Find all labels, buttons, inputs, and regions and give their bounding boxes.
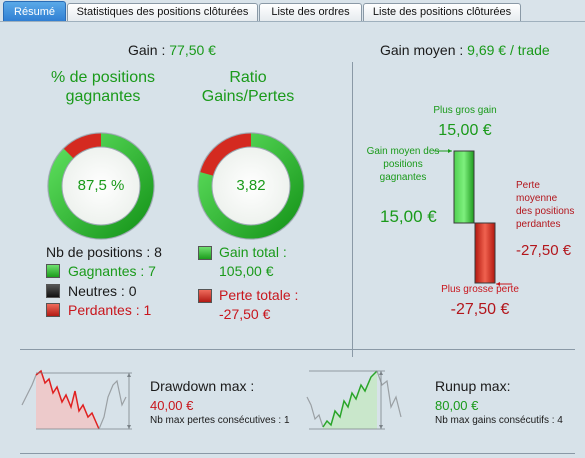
winners-legend-swatch [46,264,60,278]
max-gain-label: Plus gros gain [433,105,497,116]
runup-line [322,370,378,428]
max-gain-value: 15,00 € [438,122,492,139]
drawdown-sparkline [21,369,132,430]
average-gain-summary: Gain moyen : 9,69 € / trade [380,42,550,58]
gain-value: 77,50 € [169,42,216,58]
avg-win-value: 15,00 € [380,207,437,226]
gain-bar [453,150,475,224]
neutral-legend-swatch [46,284,60,298]
win-percentage-value: 87,5 % [77,177,125,194]
tab-closed-position-stats[interactable]: Statistiques des positions clôturées [67,3,258,21]
ratio-title: Ratio Gains/Pertes [201,69,295,105]
max-loss-label: Plus grosse perte [441,284,519,295]
loss-bar [474,222,496,284]
tab-bar: Résumé Statistiques des positions clôtur… [0,0,585,22]
gain-label: Gain : [128,42,170,58]
drawdown-consecutive-losses: Nb max pertes consécutives : 1 [150,415,290,426]
avg-win-label: Gain moyen des positions gagnantes [366,146,440,183]
horizontal-divider-bottom [20,453,575,454]
losers-legend-swatch [46,303,60,317]
total-loss-swatch [198,289,212,303]
avg-loss-label: Perte moyenne des positions perdantes [516,180,575,230]
win-percentage-donut [47,132,155,240]
average-gain-label: Gain moyen : [380,42,468,58]
drawdown-title: Drawdown max : [150,378,255,394]
total-gain-value: 105,00 € [219,263,274,279]
tab-closed-positions-list[interactable]: Liste des positions clôturées [363,3,521,21]
total-loss-value: -27,50 € [219,306,271,322]
summary-panel: Gain : 77,50 € % de positions gagnantes … [0,21,585,458]
win-percentage-title: % de positions gagnantes [50,69,156,105]
tab-resume[interactable]: Résumé [3,1,66,22]
positions-count: Nb de positions : 8 [46,244,162,260]
tab-order-list[interactable]: Liste des ordres [259,3,362,21]
neutral-count: Neutres : 0 [68,283,137,299]
drawdown-value: 40,00 € [150,398,194,413]
gain-loss-bar-chart [434,149,512,286]
ratio-value: 3,82 [236,177,266,194]
ratio-loss-arc [199,133,252,177]
runup-consecutive-gains: Nb max gains consécutifs : 4 [435,415,563,426]
average-gain-value: 9,69 € / trade [467,42,550,58]
ratio-donut [197,132,305,240]
losers-count: Perdantes : 1 [68,302,152,318]
runup-sparkline [306,370,402,430]
runup-title: Runup max: [435,378,511,394]
max-loss-value: -27,50 € [450,301,510,318]
gain-summary: Gain : 77,50 € [128,42,216,58]
runup-value: 80,00 € [435,398,479,413]
total-gain-label: Gain total : [219,244,287,260]
total-gain-swatch [198,246,212,260]
drawdown-line [35,369,100,430]
donut-loss-arc [63,133,102,159]
total-loss-label: Perte totale : [219,287,299,303]
vertical-divider [352,62,353,357]
winners-count: Gagnantes : 7 [68,263,156,279]
avg-loss-value: -27,50 € [516,242,572,259]
horizontal-divider-top [20,349,575,350]
